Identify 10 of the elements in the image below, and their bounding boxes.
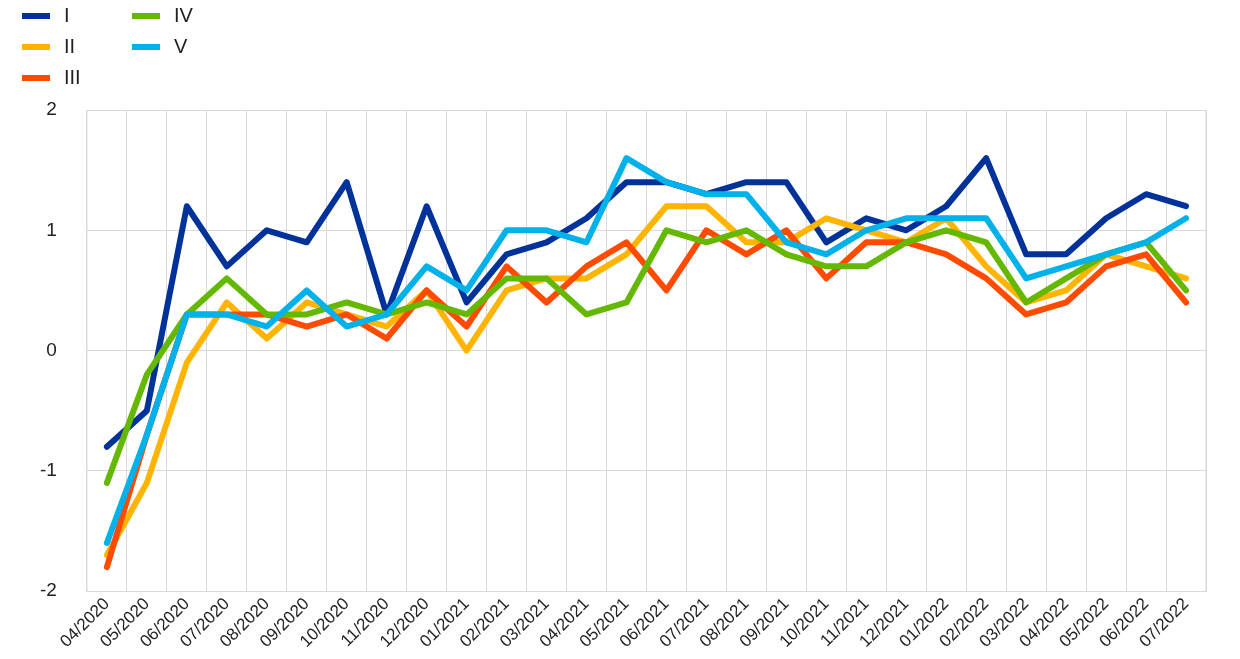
legend-label: III xyxy=(64,66,81,89)
y-tick-label: 2 xyxy=(46,98,57,120)
legend-label: II xyxy=(64,35,76,58)
legend-label: V xyxy=(174,35,188,58)
legend-label: I xyxy=(64,4,70,27)
y-tick-label: -1 xyxy=(39,459,57,481)
y-tick-label: -2 xyxy=(39,579,57,601)
legend-label: IV xyxy=(174,4,193,27)
y-tick-label: 0 xyxy=(46,338,57,360)
y-tick-label: 1 xyxy=(46,218,57,240)
